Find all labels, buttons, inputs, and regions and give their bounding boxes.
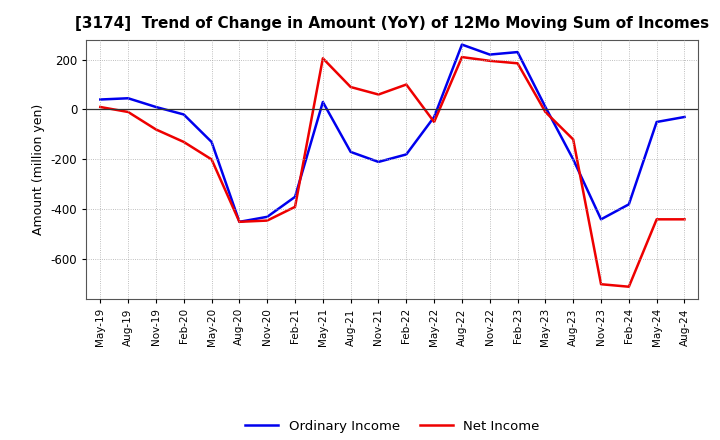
Net Income xyxy=(597,282,606,287)
Ordinary Income xyxy=(152,104,161,110)
Net Income xyxy=(291,204,300,209)
Ordinary Income xyxy=(291,194,300,199)
Ordinary Income xyxy=(179,112,188,117)
Net Income xyxy=(318,56,327,61)
Ordinary Income xyxy=(207,139,216,145)
Ordinary Income xyxy=(458,42,467,47)
Net Income xyxy=(346,84,355,90)
Net Income xyxy=(541,110,550,115)
Net Income xyxy=(152,127,161,132)
Ordinary Income xyxy=(402,152,410,157)
Net Income xyxy=(402,82,410,87)
Ordinary Income xyxy=(374,159,383,165)
Ordinary Income xyxy=(96,97,104,102)
Net Income xyxy=(430,119,438,125)
Legend: Ordinary Income, Net Income: Ordinary Income, Net Income xyxy=(240,415,545,438)
Net Income xyxy=(179,139,188,145)
Net Income xyxy=(263,218,271,223)
Net Income xyxy=(624,284,633,290)
Net Income xyxy=(235,219,243,224)
Net Income xyxy=(374,92,383,97)
Ordinary Income xyxy=(680,114,689,120)
Net Income xyxy=(513,61,522,66)
Title: [3174]  Trend of Change in Amount (YoY) of 12Mo Moving Sum of Incomes: [3174] Trend of Change in Amount (YoY) o… xyxy=(76,16,709,32)
Ordinary Income xyxy=(430,114,438,120)
Ordinary Income xyxy=(346,149,355,154)
Y-axis label: Amount (million yen): Amount (million yen) xyxy=(32,104,45,235)
Ordinary Income xyxy=(541,104,550,110)
Net Income xyxy=(207,157,216,162)
Net Income xyxy=(569,137,577,142)
Ordinary Income xyxy=(513,49,522,55)
Line: Ordinary Income: Ordinary Income xyxy=(100,44,685,222)
Ordinary Income xyxy=(624,202,633,207)
Ordinary Income xyxy=(124,95,132,101)
Ordinary Income xyxy=(235,219,243,224)
Ordinary Income xyxy=(485,52,494,57)
Ordinary Income xyxy=(569,157,577,162)
Net Income xyxy=(485,58,494,63)
Ordinary Income xyxy=(318,99,327,105)
Ordinary Income xyxy=(597,216,606,222)
Net Income xyxy=(124,110,132,115)
Ordinary Income xyxy=(263,214,271,220)
Ordinary Income xyxy=(652,119,661,125)
Line: Net Income: Net Income xyxy=(100,57,685,287)
Net Income xyxy=(652,216,661,222)
Net Income xyxy=(96,104,104,110)
Net Income xyxy=(458,55,467,60)
Net Income xyxy=(680,216,689,222)
